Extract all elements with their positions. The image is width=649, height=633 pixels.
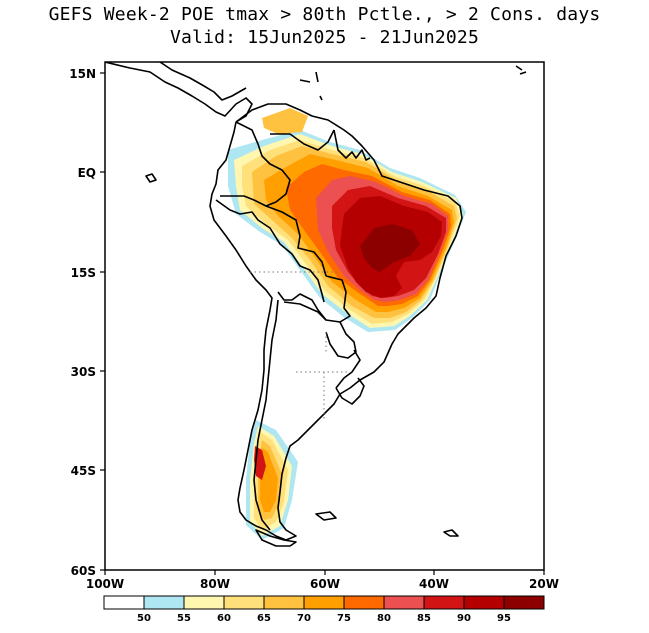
lat-label: 45S xyxy=(71,464,96,478)
internal-borders xyxy=(250,271,350,420)
chile-argentina-border xyxy=(253,299,279,531)
axis-ticks xyxy=(100,72,545,575)
colorbar-level-label: 50 xyxy=(137,613,151,624)
coastlines xyxy=(105,62,527,547)
colorbar-level-label: 60 xyxy=(217,613,231,624)
probability-shading xyxy=(228,108,466,540)
lat-label: EQ xyxy=(78,166,96,180)
peru-brazil-border xyxy=(265,205,327,277)
map-title-line1: GEFS Week-2 POE tmax > 80th Pctle., > 2 … xyxy=(48,4,601,25)
argentina-brazil-border xyxy=(335,349,361,389)
colorbar-swatch xyxy=(303,595,345,610)
lat-label: 15S xyxy=(71,266,96,280)
colorbar-level-label: 65 xyxy=(257,613,271,624)
colorbar-swatch xyxy=(503,595,545,610)
latitude-labels: 15N EQ 15S 30S 45S 60S xyxy=(69,67,96,578)
colorbar-swatch xyxy=(383,595,425,610)
caribbean-islands xyxy=(299,65,527,101)
central-america-coast xyxy=(105,62,253,123)
south-georgia xyxy=(443,529,459,537)
argentina-bolivia-border xyxy=(283,301,327,321)
tierra-del-fuego xyxy=(255,529,297,547)
south-america-outline xyxy=(209,103,463,541)
colorbar-swatch xyxy=(263,595,305,610)
lon-label: 80W xyxy=(200,577,230,591)
venezuela-border xyxy=(270,129,335,151)
colorbar-swatch xyxy=(423,595,465,610)
colorbar-swatch xyxy=(103,595,145,610)
colorbar: 50 55 60 65 70 75 80 85 90 95 xyxy=(103,595,545,624)
lat-label: 60S xyxy=(71,564,96,578)
lon-label: 20W xyxy=(529,577,559,591)
colorbar-level-label: 90 xyxy=(457,613,471,624)
shade-99 xyxy=(360,224,420,272)
colorbar-swatch xyxy=(463,595,505,610)
lat-label: 15N xyxy=(69,67,96,81)
colorbar-swatch xyxy=(183,595,225,610)
lon-label: 100W xyxy=(86,577,124,591)
ecuador-peru-border xyxy=(215,199,325,303)
lon-label: 40W xyxy=(419,577,449,591)
falklands xyxy=(315,511,337,521)
colorbar-swatch xyxy=(143,595,185,610)
colorbar-level-label: 70 xyxy=(297,613,311,624)
galapagos xyxy=(145,173,157,183)
mexico-gulf-coast xyxy=(159,62,247,101)
colorbar-level-label: 80 xyxy=(377,613,391,624)
paraguay-border xyxy=(325,321,357,359)
lon-label: 60W xyxy=(310,577,340,591)
colorbar-level-label: 85 xyxy=(417,613,431,624)
guianas-border xyxy=(333,129,371,161)
map-frame xyxy=(104,61,545,571)
colorbar-level-label: 75 xyxy=(337,613,351,624)
shade-70-north xyxy=(262,108,308,134)
colorbar-level-label: 95 xyxy=(497,613,511,624)
longitude-labels: 100W 80W 60W 40W 20W xyxy=(86,577,559,591)
colorbar-swatch xyxy=(343,595,385,610)
lat-label: 30S xyxy=(71,365,96,379)
map-title-line2: Valid: 15Jun2025 - 21Jun2025 xyxy=(169,27,480,48)
colorbar-level-label: 55 xyxy=(177,613,191,624)
colombia-border xyxy=(220,121,291,207)
colorbar-swatch xyxy=(223,595,265,610)
uruguay-border xyxy=(335,377,365,405)
